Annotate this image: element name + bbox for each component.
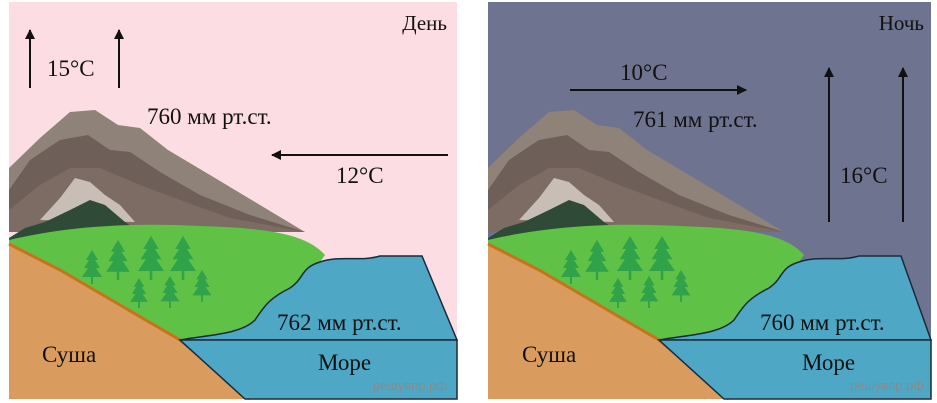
day-soil bbox=[9, 244, 250, 399]
day-sea-surface bbox=[179, 255, 459, 341]
day-sea-body bbox=[178, 339, 458, 400]
night-label-land: Суша bbox=[522, 342, 576, 367]
night-watermark: решувпр.рф bbox=[850, 378, 924, 393]
day-pressure-sea: 762 мм рт.ст. bbox=[277, 310, 402, 335]
night-soil bbox=[488, 244, 729, 399]
night-panel: Ночь 10°C 761 мм рт.ст. 16°C 760 мм рт.с… bbox=[487, 2, 933, 401]
day-label-land: Суша bbox=[42, 342, 96, 367]
day-mountains bbox=[9, 110, 305, 240]
day-watermark: решувпр.рф bbox=[373, 378, 447, 393]
night-pressure-sea: 760 мм рт.ст. bbox=[760, 310, 885, 335]
day-temp-up: 15°C bbox=[47, 56, 95, 81]
day-label-sea: Море bbox=[318, 350, 371, 375]
night-title: Ночь bbox=[879, 11, 924, 35]
day-temp-wind: 12°C bbox=[336, 163, 384, 188]
night-label-sea: Море bbox=[802, 350, 855, 375]
night-temp-wind: 10°C bbox=[620, 60, 668, 85]
night-temp-up: 16°C bbox=[840, 163, 888, 188]
day-panel: День 15°C 760 мм рт.ст. 12°C 762 мм рт.с… bbox=[8, 2, 459, 401]
night-mountains bbox=[488, 110, 784, 240]
night-sea-surface bbox=[658, 255, 933, 341]
night-sea-body bbox=[657, 339, 932, 400]
night-pressure-land: 761 мм рт.ст. bbox=[633, 107, 758, 132]
day-title: День bbox=[402, 11, 447, 35]
day-pressure-land: 760 мм рт.ст. bbox=[147, 104, 272, 129]
